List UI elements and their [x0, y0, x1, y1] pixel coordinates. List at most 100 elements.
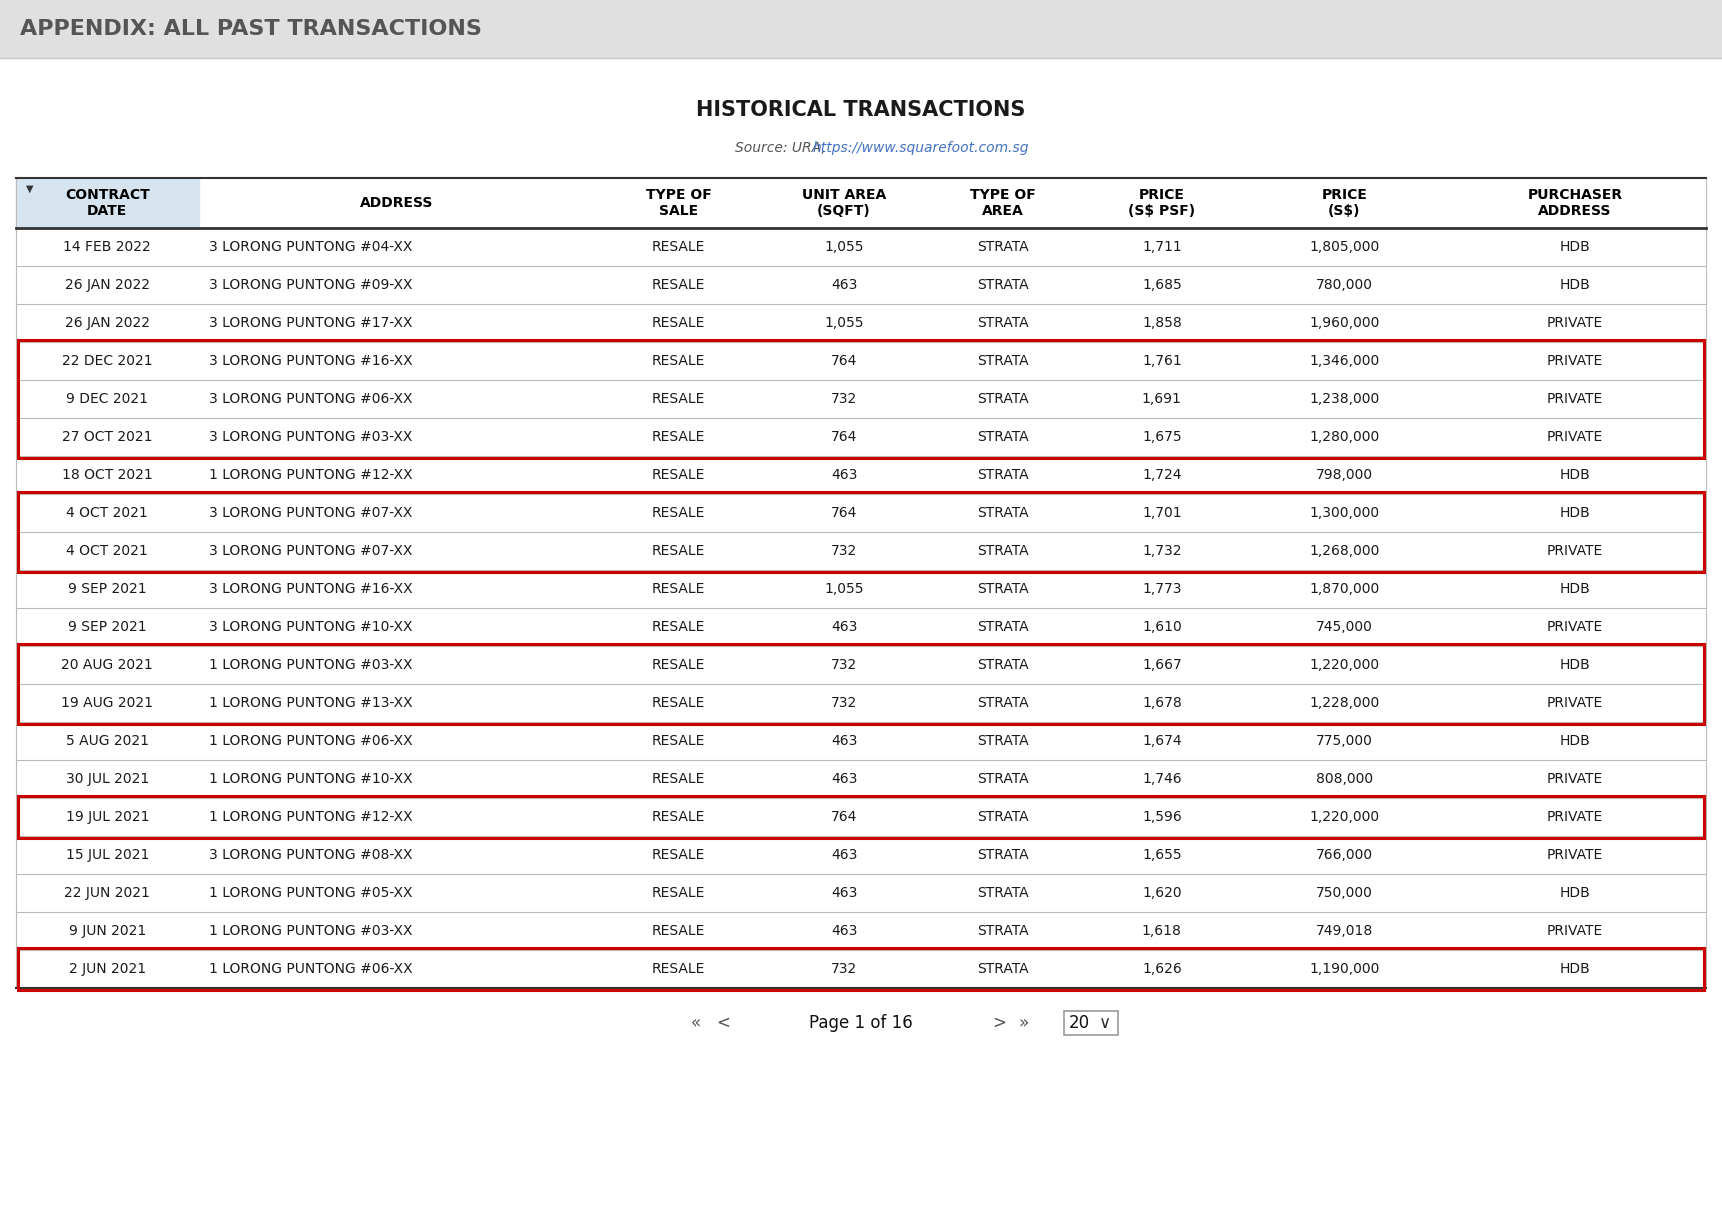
Text: STRATA: STRATA: [976, 506, 1028, 519]
Text: RESALE: RESALE: [653, 734, 706, 748]
Text: 15 JUL 2021: 15 JUL 2021: [65, 848, 148, 863]
Text: STRATA: STRATA: [976, 924, 1028, 937]
Text: 764: 764: [832, 811, 858, 824]
Text: 5 AUG 2021: 5 AUG 2021: [65, 734, 148, 748]
Text: 1,691: 1,691: [1142, 393, 1181, 406]
Text: 1,711: 1,711: [1142, 240, 1181, 254]
Text: 1,960,000: 1,960,000: [1309, 316, 1379, 330]
Text: 1 LORONG PUNTONG #13-XX: 1 LORONG PUNTONG #13-XX: [208, 696, 412, 710]
Text: PRIVATE: PRIVATE: [1546, 316, 1603, 330]
Text: 9 DEC 2021: 9 DEC 2021: [65, 393, 148, 406]
Text: STRATA: STRATA: [976, 772, 1028, 786]
Text: 19 AUG 2021: 19 AUG 2021: [62, 696, 153, 710]
Text: 1,667: 1,667: [1142, 658, 1181, 672]
Text: RESALE: RESALE: [653, 354, 706, 368]
Text: 3 LORONG PUNTONG #08-XX: 3 LORONG PUNTONG #08-XX: [208, 848, 412, 863]
Text: 463: 463: [832, 885, 858, 900]
Text: HDB: HDB: [1560, 467, 1591, 482]
Text: PRICE
(S$ PSF): PRICE (S$ PSF): [1128, 188, 1195, 219]
Text: PRIVATE: PRIVATE: [1546, 393, 1603, 406]
Text: RESALE: RESALE: [653, 620, 706, 634]
Text: STRATA: STRATA: [976, 734, 1028, 748]
Text: RESALE: RESALE: [653, 316, 706, 330]
Text: 1,280,000: 1,280,000: [1309, 430, 1379, 445]
Text: 1,685: 1,685: [1142, 278, 1181, 292]
Text: 1,055: 1,055: [825, 240, 864, 254]
Text: 1 LORONG PUNTONG #06-XX: 1 LORONG PUNTONG #06-XX: [208, 962, 412, 976]
Text: HISTORICAL TRANSACTIONS: HISTORICAL TRANSACTIONS: [696, 100, 1026, 120]
Text: 463: 463: [832, 772, 858, 786]
Text: 463: 463: [832, 848, 858, 863]
Text: 732: 732: [832, 658, 858, 672]
Text: 3 LORONG PUNTONG #09-XX: 3 LORONG PUNTONG #09-XX: [208, 278, 412, 292]
Text: STRATA: STRATA: [976, 316, 1028, 330]
Text: «: «: [691, 1014, 701, 1032]
Text: PRIVATE: PRIVATE: [1546, 544, 1603, 558]
Text: PRIVATE: PRIVATE: [1546, 696, 1603, 710]
Text: RESALE: RESALE: [653, 772, 706, 786]
Text: 3 LORONG PUNTONG #07-XX: 3 LORONG PUNTONG #07-XX: [208, 544, 412, 558]
Text: 22 DEC 2021: 22 DEC 2021: [62, 354, 153, 368]
Text: 745,000: 745,000: [1316, 620, 1372, 634]
Text: APPENDIX: ALL PAST TRANSACTIONS: APPENDIX: ALL PAST TRANSACTIONS: [21, 19, 482, 39]
Text: CONTRACT
DATE: CONTRACT DATE: [65, 188, 150, 219]
Text: 1 LORONG PUNTONG #12-XX: 1 LORONG PUNTONG #12-XX: [208, 467, 412, 482]
Text: 1,805,000: 1,805,000: [1309, 240, 1379, 254]
Text: 22 JUN 2021: 22 JUN 2021: [64, 885, 150, 900]
Text: STRATA: STRATA: [976, 278, 1028, 292]
Text: RESALE: RESALE: [653, 885, 706, 900]
Text: HDB: HDB: [1560, 734, 1591, 748]
Text: RESALE: RESALE: [653, 240, 706, 254]
Text: PRICE
(S$): PRICE (S$): [1321, 188, 1367, 219]
Text: HDB: HDB: [1560, 278, 1591, 292]
Text: 3 LORONG PUNTONG #07-XX: 3 LORONG PUNTONG #07-XX: [208, 506, 412, 519]
Text: RESALE: RESALE: [653, 467, 706, 482]
Text: 1,190,000: 1,190,000: [1309, 962, 1379, 976]
Text: 463: 463: [832, 924, 858, 937]
Text: 1,238,000: 1,238,000: [1309, 393, 1379, 406]
Text: RESALE: RESALE: [653, 506, 706, 519]
Text: STRATA: STRATA: [976, 696, 1028, 710]
Text: 1 LORONG PUNTONG #06-XX: 1 LORONG PUNTONG #06-XX: [208, 734, 412, 748]
Text: 1,346,000: 1,346,000: [1309, 354, 1379, 368]
Text: 1 LORONG PUNTONG #12-XX: 1 LORONG PUNTONG #12-XX: [208, 811, 412, 824]
Text: STRATA: STRATA: [976, 582, 1028, 596]
Text: 1,761: 1,761: [1142, 354, 1181, 368]
Text: PRIVATE: PRIVATE: [1546, 848, 1603, 863]
Bar: [17, 339, 1705, 458]
Text: STRATA: STRATA: [976, 467, 1028, 482]
Text: ADDRESS: ADDRESS: [360, 196, 434, 210]
Text: STRATA: STRATA: [976, 544, 1028, 558]
Text: 1,701: 1,701: [1142, 506, 1181, 519]
Text: <: <: [716, 1014, 730, 1032]
Text: 732: 732: [832, 544, 858, 558]
Text: RESALE: RESALE: [653, 393, 706, 406]
Text: 732: 732: [832, 696, 858, 710]
Text: 1 LORONG PUNTONG #10-XX: 1 LORONG PUNTONG #10-XX: [208, 772, 412, 786]
Text: STRATA: STRATA: [976, 430, 1028, 445]
Text: HDB: HDB: [1560, 582, 1591, 596]
Text: HDB: HDB: [1560, 658, 1591, 672]
Text: 3 LORONG PUNTONG #17-XX: 3 LORONG PUNTONG #17-XX: [208, 316, 412, 330]
Text: 780,000: 780,000: [1316, 278, 1372, 292]
Text: 798,000: 798,000: [1316, 467, 1372, 482]
Text: 1,732: 1,732: [1142, 544, 1181, 558]
Bar: [1064, 1011, 1118, 1035]
Text: 1,228,000: 1,228,000: [1309, 696, 1379, 710]
Text: RESALE: RESALE: [653, 696, 706, 710]
Text: 808,000: 808,000: [1316, 772, 1372, 786]
Text: TYPE OF
AREA: TYPE OF AREA: [969, 188, 1037, 219]
Text: STRATA: STRATA: [976, 354, 1028, 368]
Text: HDB: HDB: [1560, 962, 1591, 976]
Text: 1,620: 1,620: [1142, 885, 1181, 900]
Text: 1,655: 1,655: [1142, 848, 1181, 863]
Text: 463: 463: [832, 620, 858, 634]
Text: ∨: ∨: [1099, 1014, 1111, 1032]
Text: 1,618: 1,618: [1142, 924, 1181, 937]
Text: 1,773: 1,773: [1142, 582, 1181, 596]
Text: 1 LORONG PUNTONG #03-XX: 1 LORONG PUNTONG #03-XX: [208, 658, 412, 672]
Text: HDB: HDB: [1560, 240, 1591, 254]
Text: ▼: ▼: [26, 184, 33, 194]
Text: STRATA: STRATA: [976, 885, 1028, 900]
Text: UNIT AREA
(SQFT): UNIT AREA (SQFT): [802, 188, 887, 219]
